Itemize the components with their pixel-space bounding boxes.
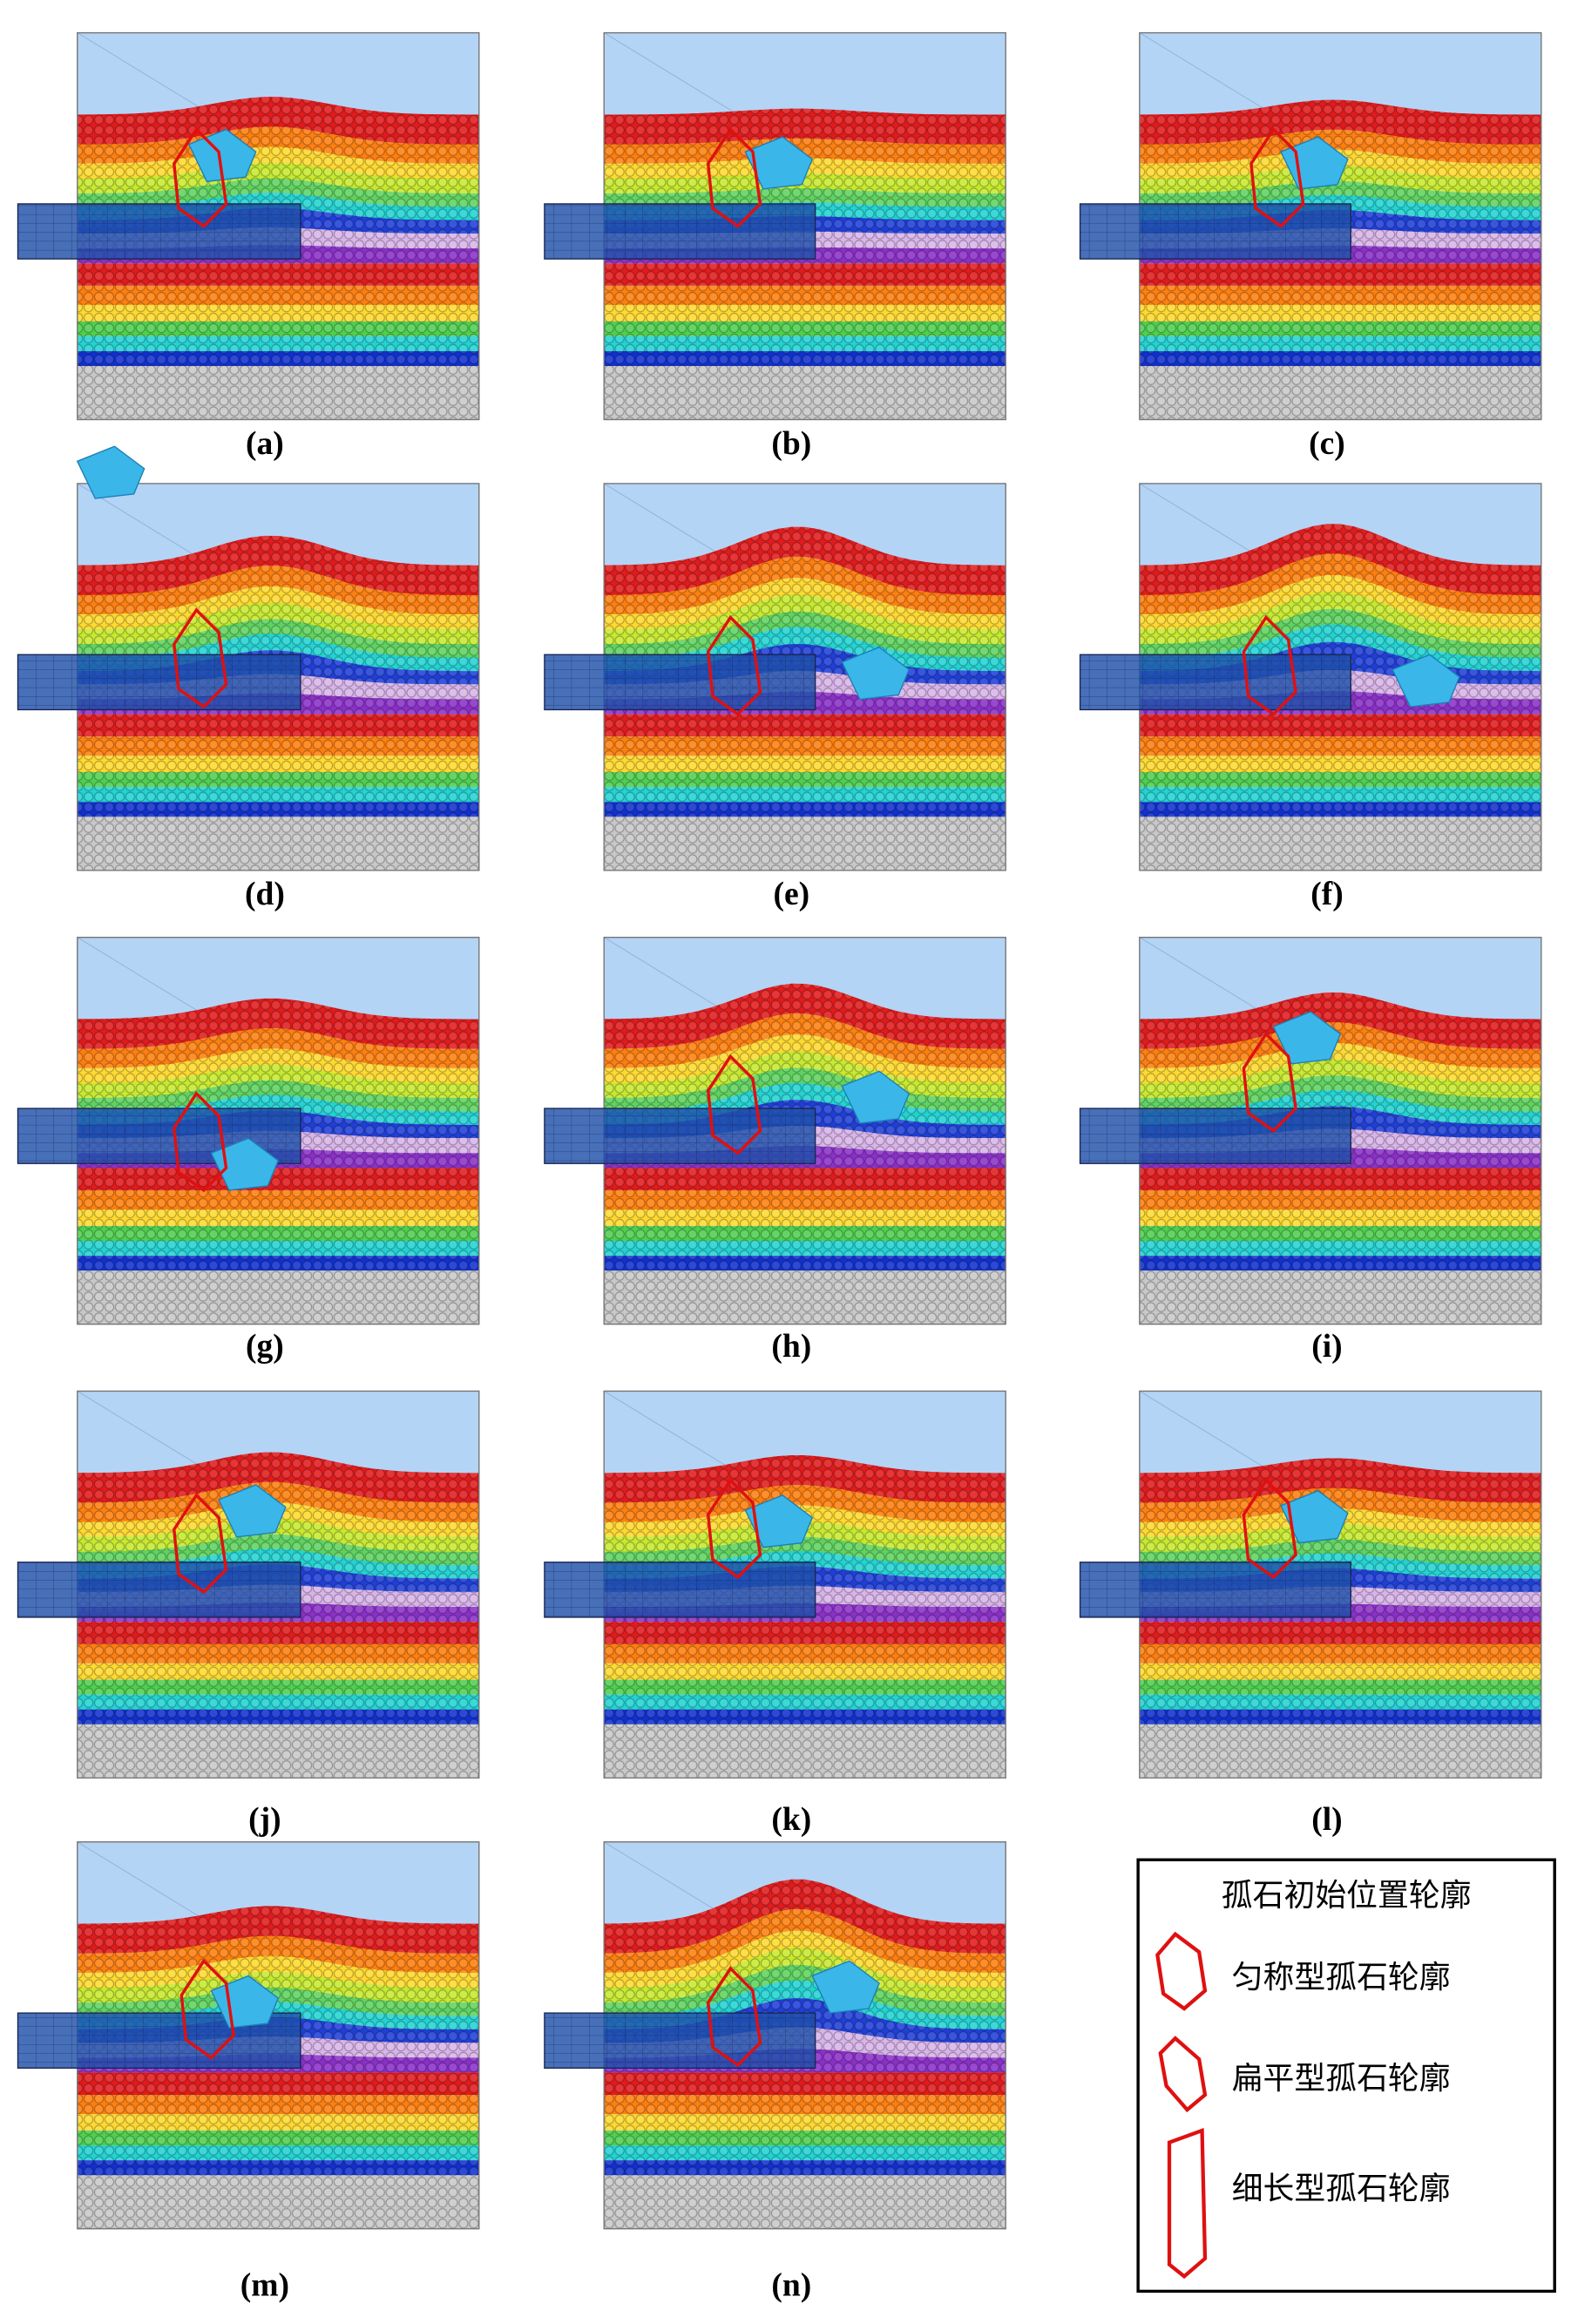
boulder: [1392, 654, 1460, 708]
boulder: [1280, 1490, 1349, 1544]
initial-contour: [173, 1493, 228, 1595]
boulder: [744, 1494, 814, 1548]
panel: (l): [1079, 1390, 1542, 1838]
panel: (n): [544, 1841, 1006, 2304]
initial-contour: [706, 1054, 762, 1155]
panel-label: (k): [771, 1802, 811, 1838]
legend: 孤石初始位置轮廓 匀称型孤石轮廓 扁平型孤石轮廓 细长型孤石轮廓: [1136, 1858, 1556, 2294]
legend-title: 孤石初始位置轮廓: [1222, 1878, 1472, 1914]
pipe-grid: [1080, 654, 1351, 710]
pipe-grid: [17, 203, 301, 260]
panel: (d): [17, 445, 480, 912]
panel: (e): [544, 483, 1006, 912]
panel: (h): [544, 937, 1006, 1365]
panel-label: (h): [771, 1329, 811, 1365]
sky-diag: [77, 1841, 212, 1925]
boulder: [744, 136, 814, 190]
pipe-grid: [544, 2013, 816, 2069]
initial-contour: [1242, 1478, 1297, 1580]
boulder: [1280, 136, 1349, 190]
pipe-grid: [544, 654, 816, 710]
panel-label: (b): [771, 426, 811, 462]
panel: (c): [1079, 31, 1542, 462]
initial-contour: [1242, 1031, 1297, 1133]
legend-item: 扁平型孤石轮廓: [1232, 2061, 1451, 2097]
legend-icon: [1167, 2127, 1208, 2280]
boulder: [841, 1070, 911, 1124]
panel: (f): [1079, 483, 1542, 912]
sky-diag: [1139, 1391, 1274, 1474]
initial-contour: [173, 126, 228, 228]
sky-diag: [603, 1391, 739, 1474]
panel-label: (m): [240, 2268, 289, 2304]
initial-contour: [706, 1478, 762, 1580]
initial-contour: [173, 1091, 228, 1193]
panel-label: (c): [1309, 426, 1345, 462]
panel: (g): [17, 937, 480, 1365]
panel-label: (d): [245, 877, 285, 912]
sky-diag: [603, 937, 739, 1020]
initial-contour: [179, 1958, 235, 2060]
legend-icon: [1155, 1931, 1208, 2011]
initial-contour: [173, 607, 228, 709]
pipe-grid: [1080, 203, 1351, 260]
panel: (m): [17, 1841, 480, 2304]
pipe-grid: [17, 1562, 301, 1617]
boulder: [811, 1960, 880, 2014]
initial-contour: [1242, 614, 1297, 716]
boulder: [187, 128, 257, 183]
panel: (a): [17, 31, 480, 462]
sky-diag: [603, 32, 739, 115]
pipe-grid: [1080, 1562, 1351, 1617]
initial-contour: [706, 614, 762, 716]
panel-label: (j): [248, 1802, 281, 1838]
panel-label: (a): [246, 426, 284, 462]
legend-icon: [1158, 2036, 1208, 2113]
panels: (a) (b) (c) (d) (e) (f) (g) (h) (i) (j) (k) (l) (m) (…: [17, 31, 1542, 2304]
pipe-grid: [1080, 1108, 1351, 1164]
legend-box: [1136, 1858, 1556, 2294]
pipe-grid: [544, 1562, 816, 1617]
sky-diag: [77, 937, 212, 1020]
boulder: [841, 646, 911, 701]
particles: [1139, 1458, 1541, 1779]
panel: (k): [544, 1390, 1006, 1838]
sky-diag: [77, 1391, 212, 1474]
particles: [604, 108, 1006, 420]
boulder: [218, 1484, 287, 1538]
panel-label: (f): [1310, 877, 1344, 912]
sky-diag: [1139, 32, 1274, 115]
initial-contour: [706, 126, 762, 228]
panel-label: (i): [1311, 1329, 1342, 1365]
panel-label: (e): [773, 877, 809, 912]
sky-diag: [1139, 937, 1274, 1020]
boulder: [76, 445, 146, 499]
legend-item: 匀称型孤石轮廓: [1232, 1960, 1451, 1995]
panel-label: (g): [246, 1329, 284, 1365]
boulder: [210, 1137, 280, 1191]
particles: [1139, 99, 1541, 420]
initial-contour: [1249, 126, 1305, 228]
panel-label: (l): [1311, 1802, 1342, 1838]
sky-diag: [77, 32, 212, 115]
panel-label: (n): [771, 2268, 811, 2304]
panel: (i): [1079, 937, 1542, 1365]
pipe-grid: [544, 1108, 816, 1164]
pipe-grid: [544, 203, 816, 260]
panel: (j): [17, 1390, 480, 1838]
panel: (b): [544, 31, 1006, 462]
initial-contour: [706, 1966, 762, 2068]
pipe-grid: [17, 654, 301, 710]
legend-item: 细长型孤石轮廓: [1232, 2172, 1451, 2207]
